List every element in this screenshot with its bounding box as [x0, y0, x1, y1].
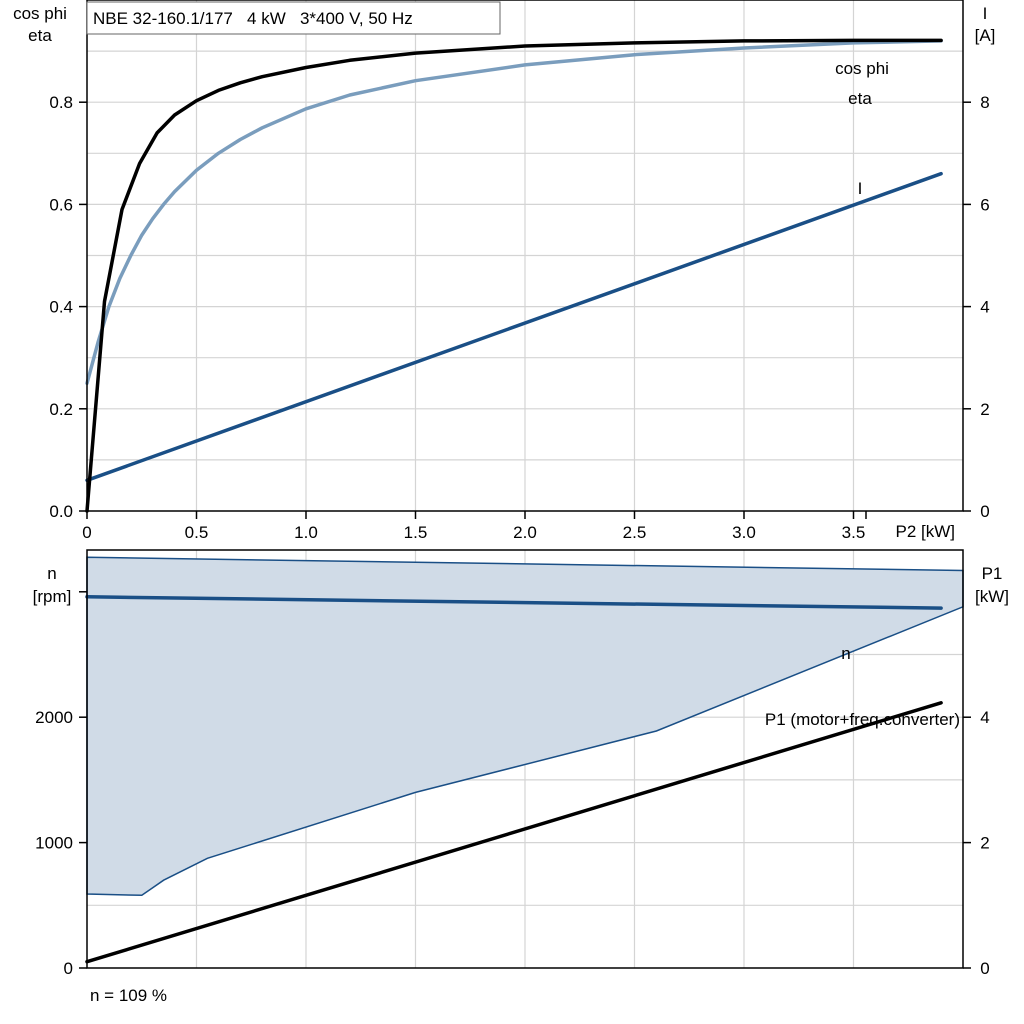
speed-line: [85, 595, 943, 610]
bottom-right-y-tick-label: 2: [980, 834, 989, 853]
bottom-left-axis-title-line2: [rpm]: [33, 587, 72, 606]
left-y-tick-label: 0.0: [49, 502, 73, 521]
x-tick-label: 3.5: [842, 523, 866, 542]
x-tick-label: 1.0: [294, 523, 318, 542]
bottom-right-axis-title-line1: P1: [982, 564, 1003, 583]
top-right-axis-title-line1: I: [983, 4, 988, 23]
bottom-series: [85, 595, 943, 964]
left-y-tick-label: 0.8: [49, 93, 73, 112]
x-tick-label: 3.0: [732, 523, 756, 542]
cos-phi-curve: [85, 39, 943, 386]
series-label-p1: P1 (motor+freq.converter): [765, 710, 960, 729]
right-y-tick-label: 4: [980, 298, 989, 317]
right-y-tick-label: 0: [980, 502, 989, 521]
bottom-left-y-tick-label: 1000: [35, 834, 73, 853]
bottom-right-y-tick-label: 0: [980, 959, 989, 978]
right-y-tick-label: 2: [980, 400, 989, 419]
bottom-left-axis-title-line1: n: [47, 564, 56, 583]
left-y-tick-label: 0.4: [49, 298, 73, 317]
title-box-frame: [86, 1, 501, 35]
series-label-cos-phi: cos phi: [835, 59, 889, 78]
series-label-speed: n: [841, 644, 850, 663]
right-y-tick-label: 8: [980, 93, 989, 112]
series-label-current: I: [858, 179, 863, 198]
top-series: [85, 38, 943, 513]
current-line: [85, 171, 943, 483]
bottom-right-axis-title-line2: [kW]: [975, 587, 1009, 606]
top-panel: 0 0.5 1.0 1.5 2.0 2.5 3.0 3.5 0.0 0.2 0.4 0.6 0.8 0 2 4…: [13, 0, 995, 542]
x-tick-label: 2.5: [623, 523, 647, 542]
left-y-tick-label: 0.6: [49, 195, 73, 214]
bottom-left-y-tick-label: 0: [64, 959, 73, 978]
title-box-text: NBE 32-160.1/177 4 kW 3*400 V, 50 Hz: [93, 9, 413, 28]
left-y-tick-label: 0.2: [49, 400, 73, 419]
top-left-axis-title-line1: cos phi: [13, 4, 67, 23]
top-gridlines: [87, 0, 963, 511]
bottom-panel: 0 1000 2000 0 2 4 n [rpm] P1 [kW] n P1 (motor…: [33, 549, 1009, 1005]
x-axis-title: P2 [kW]: [895, 522, 955, 541]
eta-curve: [85, 38, 943, 513]
title-box: NBE 32-160.1/177 4 kW 3*400 V, 50 Hz: [86, 1, 501, 35]
top-right-axis-title-line2: [A]: [975, 26, 996, 45]
bottom-right-y-tick-label: 4: [980, 708, 989, 727]
x-tick-label: 2.0: [513, 523, 537, 542]
bottom-plot-frame: [86, 549, 964, 969]
footnote: n = 109 %: [90, 986, 167, 1005]
right-y-tick-label: 6: [980, 195, 989, 214]
x-tick-label: 0.5: [185, 523, 209, 542]
top-left-axis-title-line2: eta: [28, 26, 52, 45]
bottom-left-y-tick-label: 2000: [35, 708, 73, 727]
p1-power-line: [85, 701, 943, 964]
series-label-eta: eta: [848, 89, 872, 108]
bottom-ticks: 0 1000 2000 0 2 4: [35, 591, 990, 978]
top-ticks: 0 0.5 1.0 1.5 2.0 2.5 3.0 3.5 0.0 0.2 0.4 0.6 0.8 0 2 4…: [49, 93, 989, 542]
x-tick-label: 1.5: [404, 523, 428, 542]
x-tick-label: 0: [82, 523, 91, 542]
